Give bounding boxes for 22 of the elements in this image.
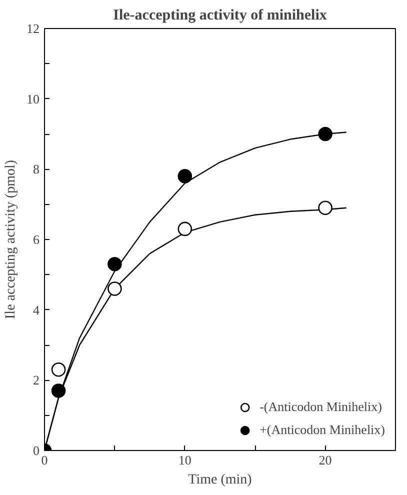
- point: [178, 169, 192, 184]
- point: [108, 256, 122, 272]
- y-tick-label: 10: [26, 91, 40, 106]
- y-tick-label: 8: [33, 162, 40, 177]
- point: [318, 126, 332, 142]
- y-axis-title: Ile accepting activity (pmol): [4, 160, 18, 319]
- point: [51, 362, 66, 377]
- point: [178, 222, 192, 236]
- y-tick-label: 12: [26, 21, 40, 36]
- point: [318, 200, 332, 215]
- y-tick-label: 0: [33, 443, 40, 458]
- y-tick-label: 6: [33, 232, 40, 247]
- chart-title: Ile-accepting activity of minihelix: [113, 8, 328, 24]
- y-tick-label: 4: [33, 302, 40, 318]
- point: [51, 384, 66, 398]
- y-tick-label: 2: [33, 372, 40, 388]
- x-tick-label: 10: [178, 452, 192, 468]
- x-axis-title: Time (min): [188, 472, 252, 488]
- x-tick-label: 20: [318, 452, 332, 468]
- legend-label: -(Anticodon Minihelix): [260, 399, 382, 415]
- point: [108, 282, 122, 296]
- legend-label: +(Anticodon Minihelix): [260, 422, 385, 438]
